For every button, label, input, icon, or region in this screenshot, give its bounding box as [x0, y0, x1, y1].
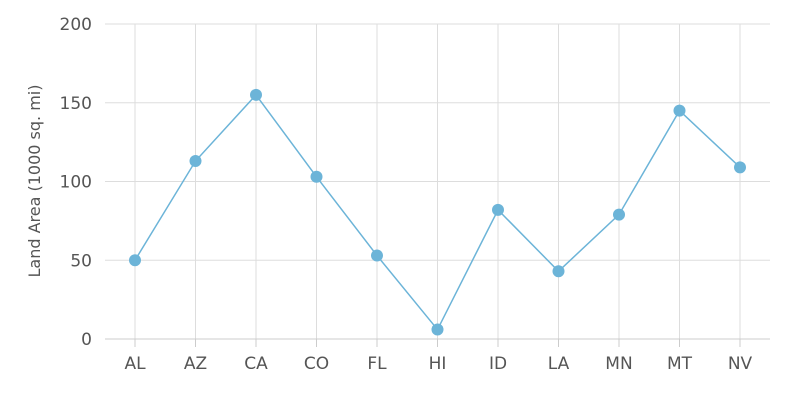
data-point-la[interactable]	[552, 265, 565, 278]
x-tick-label: NV	[728, 354, 753, 374]
x-tick-label: MT	[667, 354, 693, 374]
x-tick-label: AZ	[184, 354, 207, 374]
data-point-mt[interactable]	[673, 104, 686, 117]
y-tick-label: 50	[70, 251, 92, 271]
series-layer	[129, 88, 746, 336]
x-tick-label: LA	[548, 354, 570, 374]
data-point-co[interactable]	[310, 170, 323, 183]
x-tick-label: HI	[429, 354, 447, 374]
y-axis-title: Land Area (1000 sq. mi)	[25, 85, 44, 278]
data-point-al[interactable]	[129, 254, 141, 267]
y-tick-label: 150	[60, 94, 92, 114]
x-tick-label: ID	[489, 354, 507, 374]
x-tick-label: CA	[244, 354, 268, 374]
grid-layer	[105, 23, 770, 340]
x-tick-label: AL	[124, 354, 146, 374]
data-point-ca[interactable]	[250, 88, 262, 101]
y-tick-label: 200	[60, 15, 92, 35]
y-tick-label: 100	[60, 173, 92, 193]
x-tick-label: CO	[304, 354, 329, 374]
data-point-hi[interactable]	[431, 323, 444, 336]
data-point-id[interactable]	[492, 203, 504, 216]
data-point-az[interactable]	[189, 155, 202, 168]
axis-layer: 0 50 100 150 200 AL AZ CA CO FL HI ID LA MN MT NV	[60, 15, 770, 374]
x-tick-label: FL	[367, 354, 387, 374]
x-tick-label: MN	[605, 354, 632, 374]
data-point-nv[interactable]	[734, 161, 746, 174]
data-point-mn[interactable]	[613, 208, 625, 221]
y-tick-label: 0	[81, 330, 92, 350]
data-point-fl[interactable]	[371, 249, 383, 262]
